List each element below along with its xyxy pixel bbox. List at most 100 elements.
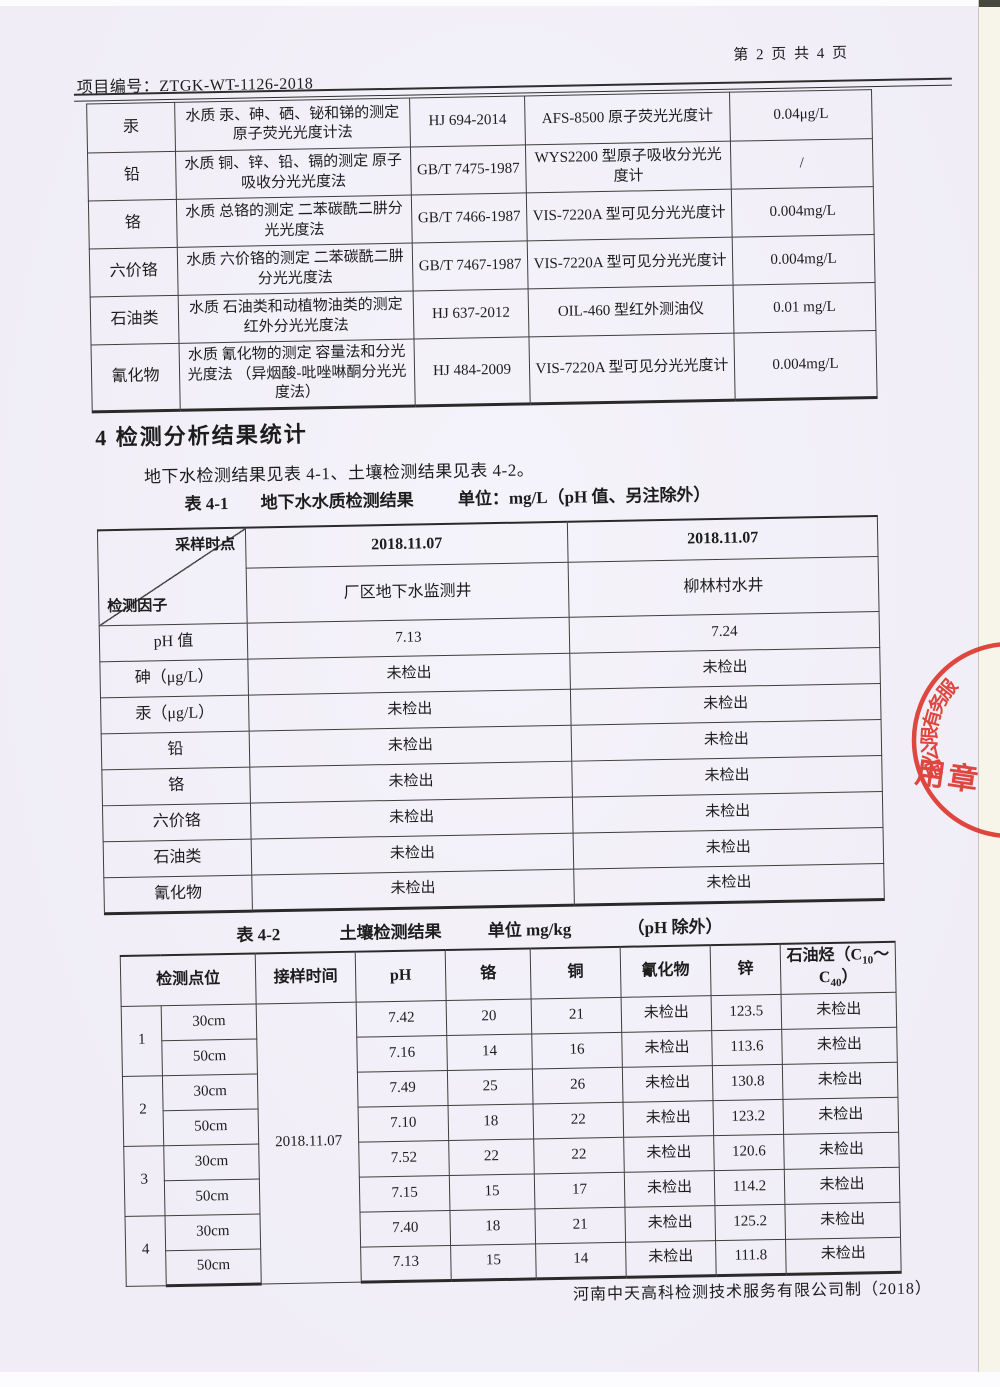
cell-item: 汞 [86, 102, 176, 153]
cell-date: 2018.11.07 [245, 521, 569, 569]
table41-name: 地下水水质检测结果 [260, 490, 414, 513]
cell-depth: 30cm [164, 1213, 261, 1251]
table42-unit-note: （pH 除外） [627, 916, 723, 938]
header-cr: 铬 [445, 948, 532, 1001]
scan-edge-notch [979, 0, 1000, 7]
cell-instrument: VIS-7220A 型可见分光光度计 [526, 189, 733, 241]
cell-value: 未检出 [571, 755, 883, 798]
soil-table: 检测点位 接样时间 pH 铬 铜 氰化物 锌 石油烃（C10～C40） 1 30… [120, 941, 902, 1288]
cell-zn: 120.6 [713, 1133, 785, 1171]
cell-point-no: 4 [125, 1215, 167, 1286]
cell-cu: 14 [535, 1241, 627, 1279]
cell-ph: 7.49 [357, 1070, 449, 1107]
cell-ph: 7.13 [360, 1244, 452, 1282]
cell-site: 厂区地下水监测井 [246, 562, 570, 624]
cell-depth: 50cm [163, 1108, 259, 1146]
cell-method: 水质 铜、锌、铅、镉的测定 原子吸收分光光度法 [175, 147, 412, 200]
cell-cu: 22 [533, 1136, 625, 1174]
cell-ph: 7.15 [359, 1175, 450, 1212]
stamp-circle [911, 642, 1000, 838]
cell-zn: 123.2 [712, 1098, 784, 1136]
cell-standard: GB/T 7467-1987 [412, 240, 529, 292]
cell-zn: 111.8 [715, 1238, 787, 1276]
cell-cr: 25 [447, 1068, 534, 1106]
table41-number: 表 4-1 [184, 493, 229, 514]
cell-ph: 7.40 [359, 1210, 451, 1247]
cell-value: 未检出 [251, 833, 574, 876]
cell-limit: 0.01 mg/L [733, 282, 876, 334]
cell-instrument: OIL-460 型红外测油仪 [528, 285, 734, 337]
cell-cr: 15 [449, 1173, 535, 1211]
svg-text:用章: 用章 [913, 755, 983, 798]
cell-standard: HJ 484-2009 [413, 336, 531, 407]
cell-value: 未检出 [571, 719, 882, 762]
groundwater-table: 采样时点 检测因子 2018.11.07 2018.11.07 厂区地下水监测井… [97, 515, 885, 915]
cell-standard: GB/T 7466-1987 [411, 192, 528, 244]
method-table: 汞 水质 汞、砷、硒、铋和锑的测定 原子荧光光度计法 HJ 694-2014 A… [86, 89, 878, 413]
cell-value: 未检出 [250, 797, 574, 840]
cell-oil: 未检出 [785, 1236, 902, 1274]
cell-oil: 未检出 [782, 1061, 898, 1099]
header-oil: 石油烃（C10～C40） [780, 941, 897, 994]
cell-date: 2018.11.07 [567, 516, 879, 563]
header-cn: 氰化物 [620, 945, 712, 997]
cell-oil: 未检出 [784, 1201, 901, 1239]
header-zn: 锌 [710, 943, 782, 996]
section-heading: 4 检测分析结果统计 [95, 421, 308, 451]
cell-item: 六价铬 [89, 247, 179, 297]
table42-name: 土壤检测结果 [339, 922, 442, 943]
corner-label-sampling-time: 采样时点 [175, 536, 236, 554]
cell-zn: 113.6 [711, 1028, 783, 1066]
cell-instrument: VIS-7220A 型可见分光光度计 [528, 333, 736, 404]
cell-method: 水质 氰化物的测定 容量法和分光光度法 （异烟酸-吡唑啉酮分光光度法） [179, 339, 416, 411]
cell-factor: 铬 [101, 767, 251, 806]
cell-cr: 18 [448, 1103, 534, 1141]
cell-value: 未检出 [573, 863, 885, 906]
svg-text:公: 公 [919, 741, 944, 763]
cell-limit: 0.004mg/L [732, 234, 876, 286]
cell-cn: 未检出 [623, 1135, 715, 1172]
cell-factor: 铅 [101, 731, 250, 770]
cell-ph: 7.42 [356, 1000, 447, 1037]
cell-factor: 汞（μg/L） [100, 695, 250, 734]
cell-factor: pH 值 [99, 623, 248, 662]
cell-factor: 氰化物 [103, 875, 253, 914]
cell-value: 未检出 [247, 653, 571, 696]
cell-value: 未检出 [573, 827, 884, 870]
cell-zn: 130.8 [712, 1063, 783, 1101]
cell-cu: 22 [533, 1101, 624, 1139]
cell-cu: 17 [534, 1171, 625, 1209]
cell-cr: 20 [446, 998, 532, 1036]
table42-number: 表 4-2 [236, 925, 281, 945]
header-time: 接样时间 [255, 951, 357, 1004]
cell-oil: 未检出 [782, 1096, 899, 1134]
cell-cr: 18 [449, 1208, 536, 1245]
cell-zn: 114.2 [714, 1168, 785, 1206]
cell-method: 水质 石油类和动植物油类的测定 红外分光光度法 [178, 291, 414, 344]
table41-unit: 单位：mg/L（pH 值、另注除外） [457, 485, 711, 509]
cell-point-no: 1 [121, 1005, 163, 1076]
corner-label-factor: 检测因子 [107, 597, 168, 615]
cell-ph: 7.16 [356, 1035, 448, 1072]
cell-value: 7.24 [569, 611, 880, 654]
cell-point-no: 2 [122, 1075, 164, 1146]
cell-ph: 7.10 [358, 1105, 449, 1142]
cell-value: 未检出 [570, 683, 882, 726]
cell-item: 氰化物 [91, 343, 181, 412]
cell-ph: 7.52 [358, 1140, 450, 1177]
cell-value: 未检出 [249, 725, 572, 768]
cell-item: 铬 [88, 199, 178, 249]
header-ph: pH [355, 950, 447, 1002]
cell-standard: HJ 694-2014 [409, 95, 526, 148]
cell-item: 铅 [87, 151, 177, 201]
cell-method: 水质 总铬的测定 二苯碳酰二肼分光光度法 [176, 195, 413, 248]
cell-zn: 125.2 [714, 1203, 786, 1241]
cell-cn: 未检出 [621, 995, 712, 1032]
cell-depth: 50cm [165, 1248, 262, 1286]
cell-method: 水质 六价铬的测定 二苯碳酰二肼分光光度法 [177, 243, 414, 296]
producer-footer: 河南中天高科检测技术服务有限公司制（2018） [572, 1280, 933, 1304]
cell-standard: HJ 637-2012 [413, 288, 529, 340]
cell-sample-time: 2018.11.07 [256, 1001, 362, 1284]
cell-cr: 15 [450, 1243, 537, 1280]
cell-cn: 未检出 [622, 1065, 713, 1102]
